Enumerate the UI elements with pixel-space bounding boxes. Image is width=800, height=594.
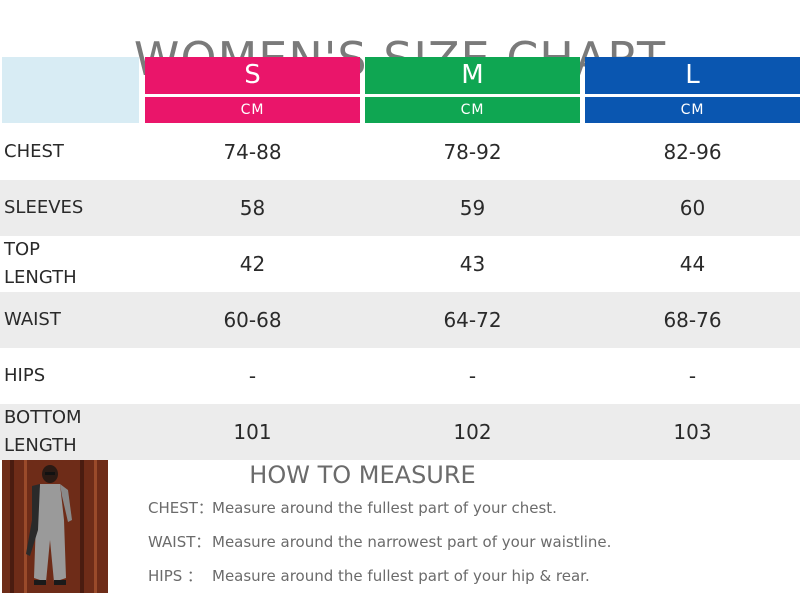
table-row-sleeves: SLEEVES 58 59 60 xyxy=(0,180,800,236)
size-header-l: L xyxy=(585,57,800,94)
table-cell: 60 xyxy=(679,196,706,220)
table-cell: 68-76 xyxy=(663,308,722,332)
row-label: TOP LENGTH xyxy=(4,239,77,288)
table-cell: - xyxy=(468,364,477,388)
how-to-measure-title: HOW TO MEASURE xyxy=(249,461,476,489)
unit-header-s: CM xyxy=(145,97,360,123)
measure-line-chest: CHEST：Measure around the fullest part of… xyxy=(148,496,788,520)
model-photo xyxy=(2,460,108,593)
row-label: CHEST xyxy=(4,141,64,162)
table-cell: 42 xyxy=(239,252,266,276)
row-label: WAIST xyxy=(4,309,61,330)
measure-key: CHEST： xyxy=(148,499,213,517)
measure-text: Measure around the narrowest part of you… xyxy=(212,533,612,551)
measure-line-waist: WAIST： Measure around the narrowest part … xyxy=(148,530,788,554)
table-cell: 60-68 xyxy=(223,308,282,332)
measure-line-hips: HIPS ： Measure around the fullest part of… xyxy=(148,564,788,588)
table-cell: 64-72 xyxy=(443,308,502,332)
size-header-m: M xyxy=(365,57,580,94)
table-row-hips: HIPS - - - xyxy=(0,348,800,404)
table-row-bottom-length: BOTTOM LENGTH 101 102 103 xyxy=(0,404,800,460)
measure-key: HIPS ： xyxy=(148,567,203,585)
row-label: HIPS xyxy=(4,365,46,386)
table-row-top-length: TOP LENGTH 42 43 44 xyxy=(0,236,800,292)
table-cell: 103 xyxy=(673,420,712,444)
table-cell: 59 xyxy=(459,196,486,220)
measure-key: WAIST： xyxy=(148,533,211,551)
header-corner-cell xyxy=(2,57,139,123)
table-cell: 101 xyxy=(233,420,272,444)
table-cell: 43 xyxy=(459,252,486,276)
table-cell: 44 xyxy=(679,252,706,276)
table-cell: 78-92 xyxy=(443,140,502,164)
table-cell: 82-96 xyxy=(663,140,722,164)
row-label: SLEEVES xyxy=(4,197,84,218)
size-header-s: S xyxy=(145,57,360,94)
measure-text: Measure around the fullest part of your … xyxy=(212,499,557,517)
measure-text: Measure around the fullest part of your … xyxy=(212,567,590,585)
row-label: BOTTOM LENGTH xyxy=(4,407,82,456)
table-row-waist: WAIST 60-68 64-72 68-76 xyxy=(0,292,800,348)
table-cell: 74-88 xyxy=(223,140,282,164)
table-cell: 58 xyxy=(239,196,266,220)
unit-header-l: CM xyxy=(585,97,800,123)
table-cell: 102 xyxy=(453,420,492,444)
table-cell: - xyxy=(688,364,697,388)
table-cell: - xyxy=(248,364,257,388)
unit-header-m: CM xyxy=(365,97,580,123)
table-row-chest: CHEST 74-88 78-92 82-96 xyxy=(0,124,800,180)
